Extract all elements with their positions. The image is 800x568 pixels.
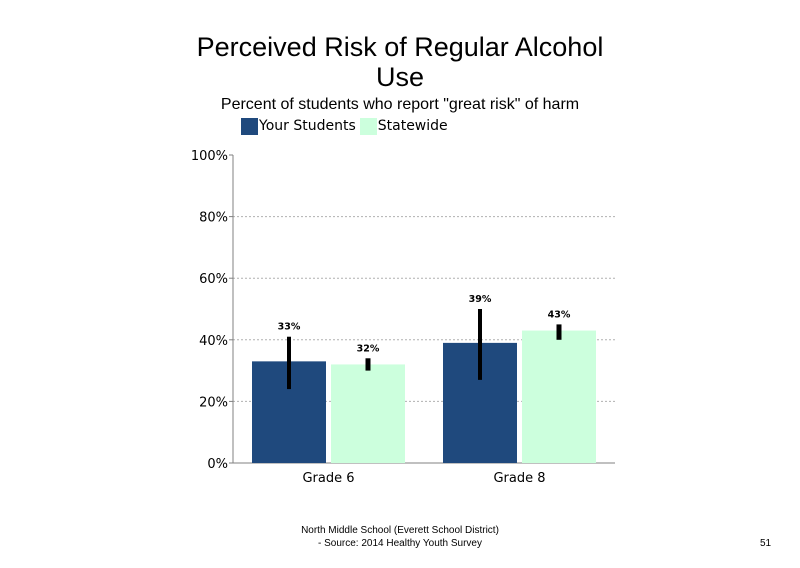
- footer-source-line: - Source: 2014 Healthy Youth Survey: [318, 538, 482, 549]
- footer-school: North Middle School (Everett School Dist…: [301, 525, 499, 536]
- legend-label-statewide: Statewide: [377, 118, 448, 134]
- y-tick-label: 0%: [207, 457, 228, 472]
- y-tick-label: 80%: [199, 211, 228, 226]
- y-tick-label: 100%: [191, 149, 228, 164]
- legend-swatch-your-students: [241, 117, 258, 135]
- footer-source: North Middle School (Everett School Dist…: [200, 524, 600, 550]
- page-number: 51: [760, 538, 772, 549]
- y-tick-label: 60%: [199, 272, 228, 287]
- y-tick-label: 20%: [199, 395, 228, 410]
- data-label: 43%: [548, 309, 571, 320]
- chart-legend: Your Students Statewide: [241, 117, 452, 135]
- legend-label-your-students: Your Students: [259, 118, 356, 134]
- data-label: 39%: [469, 294, 492, 305]
- chart-title-line2: Use: [375, 62, 424, 92]
- x-tick-label: Grade 6: [302, 471, 354, 486]
- y-tick-label: 40%: [199, 334, 228, 349]
- legend-swatch-statewide: [359, 117, 377, 135]
- chart-title-line1: Perceived Risk of Regular Alcohol: [196, 32, 604, 62]
- data-label: 32%: [357, 343, 380, 354]
- legend-item-statewide: Statewide: [359, 117, 448, 135]
- chart-subtitle: Percent of students who report "great ri…: [220, 96, 580, 113]
- bar: [522, 330, 596, 463]
- bar: [331, 364, 405, 463]
- legend-item-your-students: Your Students: [241, 117, 356, 135]
- chart-title: Perceived Risk of Regular Alcohol Use: [0, 32, 800, 92]
- x-tick-label: Grade 8: [493, 471, 545, 486]
- data-label: 33%: [278, 322, 301, 333]
